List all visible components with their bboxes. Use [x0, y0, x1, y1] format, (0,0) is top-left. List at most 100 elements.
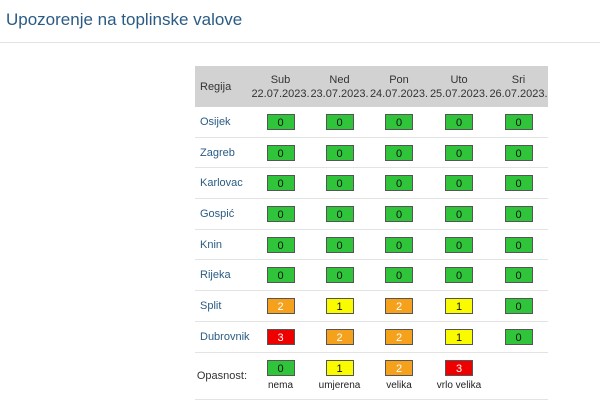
table-row: Split 2 1 2 1 0	[195, 290, 548, 322]
table-row: Knin 0 0 0 0 0	[195, 229, 548, 261]
warning-level-badge: 0	[325, 267, 354, 284]
level-cell: 0	[489, 259, 548, 292]
warning-level-badge: 0	[504, 267, 533, 284]
warning-level-badge: 0	[445, 175, 473, 192]
level-cell: 0	[251, 167, 310, 200]
region-link[interactable]: Zagreb	[195, 137, 251, 169]
warning-level-badge: 0	[504, 113, 533, 130]
region-link[interactable]: Osijek	[195, 107, 251, 138]
warning-level-badge: 0	[445, 267, 473, 284]
level-cell: 0	[251, 107, 310, 138]
region-link[interactable]: Gospić	[195, 198, 251, 230]
level-cell: 0	[310, 198, 369, 230]
day-name: Sub	[270, 73, 291, 86]
level-cell: 0	[369, 229, 429, 261]
warning-level-badge: 0	[266, 205, 295, 222]
level-cell: 0	[429, 259, 489, 292]
level-cell: 1	[429, 290, 489, 322]
warning-level-badge: 0	[266, 236, 295, 253]
level-cell: 0	[251, 259, 310, 292]
warning-level-badge: 0	[266, 175, 295, 192]
level-cell: 2	[369, 290, 429, 322]
warning-level-badge: 0	[385, 205, 413, 222]
warning-level-badge: 0	[504, 236, 533, 253]
day-date: 23.07.2023.	[310, 87, 369, 100]
level-cell: 0	[429, 229, 489, 261]
warning-level-badge: 0	[266, 144, 295, 161]
region-link[interactable]: Rijeka	[195, 259, 251, 292]
day-name: Uto	[450, 73, 468, 86]
warning-level-badge: 0	[445, 113, 473, 130]
region-link[interactable]: Karlovac	[195, 167, 251, 200]
level-cell: 0	[489, 107, 548, 138]
region-link[interactable]: Knin	[195, 229, 251, 261]
warning-level-badge: 0	[325, 205, 354, 222]
warning-level-badge: 1	[445, 297, 473, 314]
table-row: Gospić 0 0 0 0 0	[195, 198, 548, 230]
warning-level-badge: 0	[445, 144, 473, 161]
level-cell: 0	[489, 198, 548, 230]
region-column-header: Regija	[195, 66, 251, 107]
level-cell: 0	[489, 167, 548, 200]
region-link[interactable]: Dubrovnik	[195, 321, 251, 353]
day-column-header: Uto 25.07.2023.	[429, 66, 489, 107]
level-cell: 0	[489, 137, 548, 169]
warning-level-badge: 0	[504, 205, 533, 222]
legend-badge: 0	[266, 360, 295, 376]
warning-level-badge: 2	[325, 328, 354, 345]
day-date: 22.07.2023.	[251, 87, 310, 100]
level-cell: 0	[489, 290, 548, 322]
level-cell: 2	[251, 290, 310, 322]
level-cell: 0	[429, 107, 489, 138]
level-cell: 0	[310, 167, 369, 200]
level-cell: 0	[251, 137, 310, 169]
level-cell: 1	[310, 290, 369, 322]
warning-level-badge: 0	[325, 113, 354, 130]
legend-label: Opasnost:	[195, 352, 251, 400]
table-row: Rijeka 0 0 0 0 0	[195, 259, 548, 292]
warning-level-badge: 0	[325, 144, 354, 161]
warning-level-badge: 0	[385, 144, 413, 161]
warning-level-badge: 2	[385, 297, 413, 314]
legend-text: nema	[267, 380, 293, 391]
level-cell: 0	[489, 229, 548, 261]
day-column-header: Sri 26.07.2023.	[489, 66, 548, 107]
legend-text: vrlo velika	[436, 380, 482, 391]
level-cell: 0	[369, 167, 429, 200]
legend-badge: 3	[445, 360, 473, 376]
warning-level-badge: 0	[385, 236, 413, 253]
warning-level-badge: 0	[385, 113, 413, 130]
day-column-header: Sub 22.07.2023.	[251, 66, 310, 107]
day-date: 26.07.2023.	[489, 87, 548, 100]
warning-level-badge: 0	[385, 267, 413, 284]
legend-badge: 1	[325, 360, 354, 376]
table-header-row: Regija Sub 22.07.2023. Ned 23.07.2023. Pon…	[195, 66, 548, 107]
warning-level-badge: 0	[325, 175, 354, 192]
day-name: Ned	[329, 73, 350, 86]
warning-level-badge: 3	[266, 328, 295, 345]
level-cell: 0	[429, 167, 489, 200]
warning-level-badge: 1	[325, 297, 354, 314]
day-date: 24.07.2023.	[369, 87, 429, 100]
level-cell: 0	[310, 229, 369, 261]
day-column-header: Pon 24.07.2023.	[369, 66, 429, 107]
table-body: Osijek 0 0 0 0 0 Zagreb 0 0 0 0 0 Karlovac 0 0 0 0 0 Gospi…	[195, 107, 548, 353]
legend-item-very-high: 3 vrlo velika	[429, 352, 489, 400]
level-cell: 0	[369, 259, 429, 292]
warning-level-badge: 0	[504, 328, 533, 345]
legend-text: velika	[386, 380, 412, 391]
day-name: Pon	[389, 73, 409, 86]
level-cell: 1	[429, 321, 489, 353]
level-cell: 2	[310, 321, 369, 353]
region-link[interactable]: Split	[195, 290, 251, 322]
level-cell: 0	[369, 137, 429, 169]
table-row: Osijek 0 0 0 0 0	[195, 107, 548, 138]
level-cell: 0	[251, 198, 310, 230]
level-cell: 0	[429, 137, 489, 169]
legend-item-none: 0 nema	[251, 352, 310, 400]
warning-level-badge: 0	[504, 175, 533, 192]
legend-text: umjerena	[318, 380, 361, 391]
warning-level-badge: 0	[504, 297, 533, 314]
level-cell: 0	[310, 107, 369, 138]
heat-warning-table: Regija Sub 22.07.2023. Ned 23.07.2023. Pon…	[195, 66, 548, 400]
